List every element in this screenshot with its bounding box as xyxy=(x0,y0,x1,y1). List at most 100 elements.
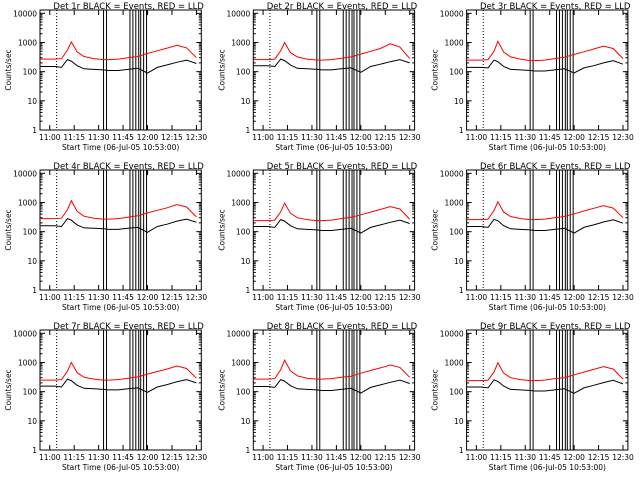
x-tick-label: 11:30 xyxy=(301,133,323,142)
y-tick-label: 1000 xyxy=(231,38,250,47)
x-tick-label: 12:30 xyxy=(186,133,208,142)
plot-frame xyxy=(252,9,416,131)
x-tick-label: 12:30 xyxy=(399,453,421,462)
y-tick-label: 10 xyxy=(454,97,464,106)
x-tick-label: 11:00 xyxy=(252,133,274,142)
series-lld-line xyxy=(466,40,624,62)
series-events-line xyxy=(253,378,410,394)
y-tick-label: 10000 xyxy=(226,329,250,338)
x-tick-label: 11:30 xyxy=(88,453,110,462)
series-events-line xyxy=(466,379,624,394)
series-lld-line xyxy=(253,202,411,222)
panel-5: Det 5r BLACK = Events, RED = LLD 1 10 100 10… xyxy=(217,162,420,312)
series-lld-line xyxy=(466,200,624,221)
y-tick-label: 10 xyxy=(454,257,464,266)
x-tick-label: 12:00 xyxy=(350,133,372,142)
panel-4: Det 4r BLACK = Events, RED = LLD 1 10 100 10… xyxy=(4,162,207,312)
x-tick-label: 11:00 xyxy=(466,293,488,302)
x-tick-label: 11:45 xyxy=(112,453,134,462)
series-lld-line xyxy=(40,361,197,381)
x-tick-label: 11:45 xyxy=(539,293,561,302)
x-tick-label: 11:15 xyxy=(277,293,299,302)
plot-frame xyxy=(39,9,202,131)
y-tick-label: 1 xyxy=(459,446,464,455)
x-tick-label: 11:15 xyxy=(63,293,85,302)
y-tick-label: 100 xyxy=(236,228,251,237)
y-tick-label: 100 xyxy=(23,228,38,237)
y-tick-label: 10 xyxy=(241,97,251,106)
y-tick-label: 100 xyxy=(236,388,251,397)
x-tick-label: 11:45 xyxy=(326,133,348,142)
y-tick-label: 10 xyxy=(241,257,251,266)
panel-title: Det 8r BLACK = Events, RED = LLD xyxy=(267,322,418,332)
plot-frame xyxy=(466,169,629,291)
x-tick-label: 12:15 xyxy=(374,133,396,142)
x-tick-label: 11:30 xyxy=(514,293,536,302)
x-tick-label: 12:30 xyxy=(399,293,421,302)
y-axis-label: Counts/sec xyxy=(217,49,226,90)
x-tick-label: 11:00 xyxy=(252,293,274,302)
x-tick-label: 12:15 xyxy=(161,133,183,142)
panel-9: Det 9r BLACK = Events, RED = LLD 1 10 100 10… xyxy=(431,322,634,472)
series-events-line xyxy=(40,58,197,74)
x-tick-label: 11:15 xyxy=(63,133,85,142)
y-axis-label: Counts/sec xyxy=(431,369,440,410)
x-tick-label: 12:15 xyxy=(161,453,183,462)
x-tick-label: 12:30 xyxy=(612,133,634,142)
x-tick-label: 11:15 xyxy=(490,133,512,142)
y-tick-label: 10 xyxy=(27,97,37,106)
y-tick-label: 1 xyxy=(32,446,37,455)
x-tick-label: 12:00 xyxy=(563,453,585,462)
x-tick-label: 11:00 xyxy=(39,133,61,142)
series-events-line xyxy=(40,217,197,233)
panel-3: Det 3r BLACK = Events, RED = LLD 1 10 100 10… xyxy=(431,2,634,152)
y-tick-label: 1000 xyxy=(231,198,250,207)
x-tick-label: 11:45 xyxy=(112,133,134,142)
x-tick-label: 12:15 xyxy=(374,453,396,462)
x-tick-label: 12:15 xyxy=(374,293,396,302)
y-axis-label: Counts/sec xyxy=(4,49,13,90)
y-axis-label: Counts/sec xyxy=(431,209,440,250)
x-tick-label: 11:00 xyxy=(39,293,61,302)
x-tick-label: 11:15 xyxy=(277,133,299,142)
panel-title: Det 6r BLACK = Events, RED = LLD xyxy=(480,162,631,172)
y-tick-label: 1000 xyxy=(231,358,250,367)
y-tick-label: 1 xyxy=(32,126,37,135)
x-tick-label: 12:00 xyxy=(137,133,159,142)
y-tick-label: 10 xyxy=(27,257,37,266)
x-tick-label: 12:30 xyxy=(186,293,208,302)
y-axis-label: Counts/sec xyxy=(217,369,226,410)
x-tick-label: 12:30 xyxy=(612,293,634,302)
series-lld-line xyxy=(40,199,197,220)
x-tick-label: 11:45 xyxy=(326,453,348,462)
x-tick-label: 11:45 xyxy=(326,293,348,302)
y-tick-label: 10000 xyxy=(440,169,464,178)
plot-frame xyxy=(252,169,416,291)
x-tick-label: 11:30 xyxy=(514,453,536,462)
x-tick-label: 12:30 xyxy=(399,133,421,142)
y-tick-label: 100 xyxy=(23,388,38,397)
panel-7: Det 7r BLACK = Events, RED = LLD 1 10 100 10… xyxy=(4,322,207,472)
panel-title: Det 4r BLACK = Events, RED = LLD xyxy=(53,162,204,172)
y-tick-label: 10000 xyxy=(13,169,37,178)
x-tick-label: 12:00 xyxy=(137,293,159,302)
x-tick-label: 12:15 xyxy=(588,453,610,462)
x-tick-label: 11:30 xyxy=(301,293,323,302)
y-axis-label: Counts/sec xyxy=(217,209,226,250)
plot-frame xyxy=(466,329,629,451)
x-tick-label: 11:30 xyxy=(301,453,323,462)
x-tick-label: 11:00 xyxy=(466,133,488,142)
y-tick-label: 10000 xyxy=(226,169,250,178)
x-tick-label: 12:00 xyxy=(350,453,372,462)
plot-frame xyxy=(466,9,629,131)
y-tick-label: 1000 xyxy=(445,198,464,207)
y-tick-label: 1 xyxy=(246,126,251,135)
panel-6: Det 6r BLACK = Events, RED = LLD 1 10 100 10… xyxy=(431,162,634,312)
panel-title: Det 7r BLACK = Events, RED = LLD xyxy=(53,322,204,332)
x-tick-label: 11:45 xyxy=(539,133,561,142)
x-tick-label: 11:45 xyxy=(112,293,134,302)
series-events-line xyxy=(466,218,624,234)
x-tick-label: 12:00 xyxy=(563,133,585,142)
